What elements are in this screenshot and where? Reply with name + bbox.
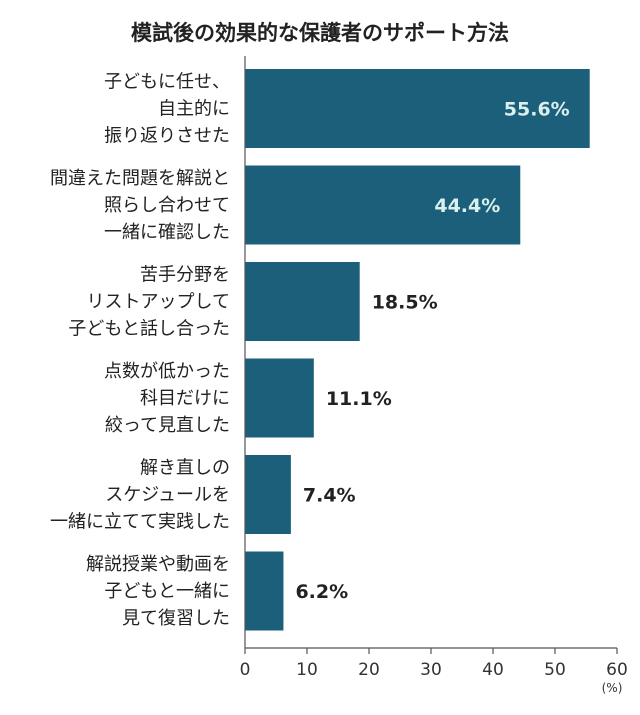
category-label-line: 一緒に立てて実践した bbox=[50, 512, 230, 533]
bar-group: 解き直しのスケジュールを一緒に立てて実践した 7.4% bbox=[50, 455, 356, 534]
category-label: 苦手分野をリストアップして子どもと話し合った bbox=[68, 265, 230, 340]
value-label: 6.2% bbox=[295, 581, 348, 603]
x-axis: 0 10 20 30 40 50 60 bbox=[240, 56, 628, 680]
x-axis-unit-label: (%) bbox=[602, 681, 623, 695]
value-label: 11.1% bbox=[326, 388, 392, 410]
bar bbox=[245, 551, 284, 631]
category-label-line: 絞って見直した bbox=[105, 415, 230, 436]
category-label-line: 解き直しの bbox=[140, 458, 230, 479]
bar bbox=[245, 165, 521, 245]
bar bbox=[245, 262, 360, 341]
value-label: 44.4% bbox=[434, 195, 500, 217]
category-label-line: スケジュールを bbox=[105, 485, 230, 506]
value-label: 18.5% bbox=[372, 292, 438, 314]
category-label-line: 一緒に確認した bbox=[104, 222, 230, 243]
category-label: 間違えた問題を解説と照らし合わせて一緒に確認した bbox=[50, 168, 230, 243]
category-label: 解き直しのスケジュールを一緒に立てて実践した bbox=[50, 458, 230, 533]
chart-title: 模試後の効果的な保護者のサポート方法 bbox=[131, 21, 509, 45]
x-tick-label: 20 bbox=[358, 660, 380, 680]
bar bbox=[245, 455, 291, 534]
bar-group: 苦手分野をリストアップして子どもと話し合った 18.5% bbox=[68, 262, 438, 341]
category-label-line: 間違えた問題を解説と bbox=[50, 168, 230, 189]
x-tick-label: 50 bbox=[544, 660, 566, 680]
x-tick-label: 60 bbox=[606, 660, 628, 680]
x-tick-label: 30 bbox=[420, 660, 442, 680]
category-label-line: 自主的に bbox=[158, 99, 230, 120]
category-label-line: 照らし合わせて bbox=[104, 195, 230, 216]
x-tick-label: 10 bbox=[296, 660, 318, 680]
category-label-line: 科目だけに bbox=[140, 388, 230, 409]
category-label-line: 子どもと話し合った bbox=[68, 319, 230, 340]
category-label-line: 点数が低かった bbox=[104, 361, 230, 382]
x-tick-label: 0 bbox=[240, 660, 251, 680]
bar-group: 点数が低かった科目だけに絞って見直した 11.1% bbox=[104, 358, 392, 438]
category-label: 子どもに任せ、自主的に振り返りさせた bbox=[104, 72, 230, 147]
category-label-line: 子どもに任せ、 bbox=[104, 72, 230, 93]
value-label: 55.6% bbox=[504, 99, 570, 121]
category-label-line: 苦手分野を bbox=[140, 265, 230, 286]
bar-group: 間違えた問題を解説と照らし合わせて一緒に確認した 44.4% bbox=[50, 165, 521, 245]
value-label: 7.4% bbox=[303, 485, 356, 507]
category-label-line: 子どもと一緒に bbox=[104, 581, 230, 602]
bar-group: 子どもに任せ、自主的に振り返りさせた 55.6% bbox=[104, 69, 590, 148]
x-tick-label: 40 bbox=[482, 660, 504, 680]
category-label-line: 解説授業や動画を bbox=[86, 554, 230, 575]
bar-group: 解説授業や動画を子どもと一緒に見て復習した 6.2% bbox=[86, 551, 348, 631]
category-label: 点数が低かった科目だけに絞って見直した bbox=[104, 361, 230, 436]
category-label-line: 見て復習した bbox=[122, 608, 230, 629]
bar bbox=[245, 358, 314, 438]
category-label-line: リストアップして bbox=[87, 292, 230, 313]
bars-layer: 子どもに任せ、自主的に振り返りさせた 55.6% 間違えた問題を解説と照らし合わせて… bbox=[50, 69, 590, 631]
category-label-line: 振り返りさせた bbox=[104, 126, 230, 147]
bar bbox=[245, 69, 590, 148]
category-label: 解説授業や動画を子どもと一緒に見て復習した bbox=[86, 554, 230, 629]
